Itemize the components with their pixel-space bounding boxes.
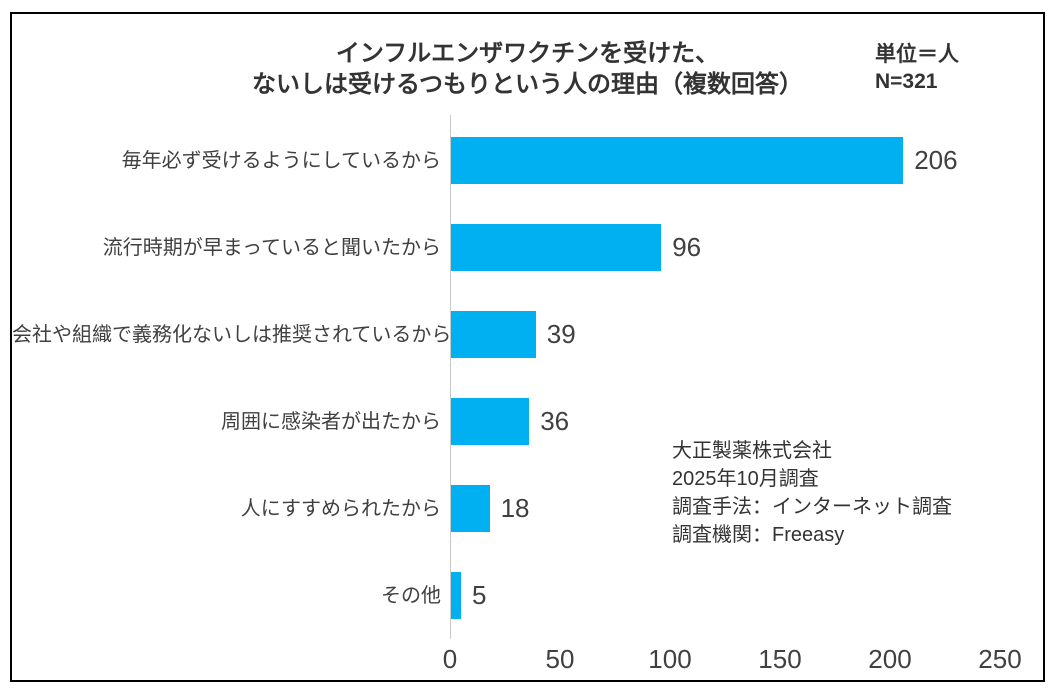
value-label: 39: [546, 319, 576, 349]
x-tick-label: 200: [868, 644, 912, 674]
category-label: 会社や組織で義務化ないしは推奨されているから: [12, 323, 452, 346]
chart-title-line-2: ないしは受けるつもりという人の理由（複数回答）: [251, 71, 804, 98]
value-label: 5: [472, 580, 487, 610]
bar: [450, 572, 461, 619]
bar-row: 毎年必ず受けるようにしているから 206: [12, 117, 1000, 204]
source-note: 大正製薬株式会社 2025年10月調査 調査手法：インターネット調査 調査機関：…: [672, 437, 952, 549]
category-label: 人にすすめられたから: [240, 497, 441, 520]
bar-area: 96: [450, 204, 1000, 291]
chart-frame: インフルエンザワクチンを受けた、 ないしは受けるつもりという人の理由（複数回答）…: [10, 12, 1045, 682]
x-axis: 0 50 100 150 200 250: [443, 644, 1022, 674]
bar: [450, 311, 536, 358]
category-label: その他: [381, 584, 441, 607]
value-label: 96: [672, 232, 702, 262]
bar: [450, 137, 904, 184]
bar-area: 206: [450, 117, 1000, 204]
category-label: 周囲に感染者が出たから: [221, 410, 441, 433]
bar-row: 周囲に感染者が出たから 36: [12, 378, 1000, 465]
value-label: 206: [914, 145, 958, 175]
value-label: 18: [500, 493, 530, 523]
category-label: 毎年必ず受けるようにしているから: [121, 149, 441, 172]
bar-row: その他 5: [12, 552, 1000, 639]
x-tick-label: 250: [978, 644, 1022, 674]
bar-rows: 毎年必ず受けるようにしているから 206 流行時期が早まっていると聞いたから 96 会社…: [12, 117, 1000, 639]
bar: [450, 398, 530, 445]
chart-title-line-1: インフルエンザワクチンを受けた、: [335, 40, 720, 67]
chart-title: インフルエンザワクチンを受けた、 ないしは受けるつもりという人の理由（複数回答）: [12, 38, 1043, 100]
bar-row: 人にすすめられたから 18: [12, 465, 1000, 552]
bar: [450, 224, 662, 271]
bar-area: 39: [450, 291, 1000, 378]
category-label: 流行時期が早まっていると聞いたから: [102, 236, 441, 259]
x-tick-label: 150: [758, 644, 802, 674]
unit-note: 単位＝人 N=321: [875, 41, 959, 95]
x-tick-label: 100: [648, 644, 692, 674]
bar-area: 5: [450, 552, 1000, 639]
unit-note-line-1: 単位＝人: [875, 43, 959, 66]
source-note-line-3: 調査手法：インターネット調査: [672, 496, 952, 518]
unit-note-line-2: N=321: [875, 70, 938, 93]
y-axis-line: [450, 115, 451, 639]
source-note-line-4: 調査機関：Freeasy: [672, 524, 845, 546]
source-note-line-1: 大正製薬株式会社: [672, 440, 832, 462]
source-note-line-2: 2025年10月調査: [672, 468, 819, 490]
bar-area: 36: [450, 378, 1000, 465]
x-tick-label: 50: [545, 644, 575, 674]
bar-row: 流行時期が早まっていると聞いたから 96: [12, 204, 1000, 291]
bar: [450, 485, 490, 532]
bar-row: 会社や組織で義務化ないしは推奨されているから 39: [12, 291, 1000, 378]
value-label: 36: [540, 406, 570, 436]
bar-area: 18: [450, 465, 1000, 552]
x-tick-label: 0: [442, 644, 458, 674]
